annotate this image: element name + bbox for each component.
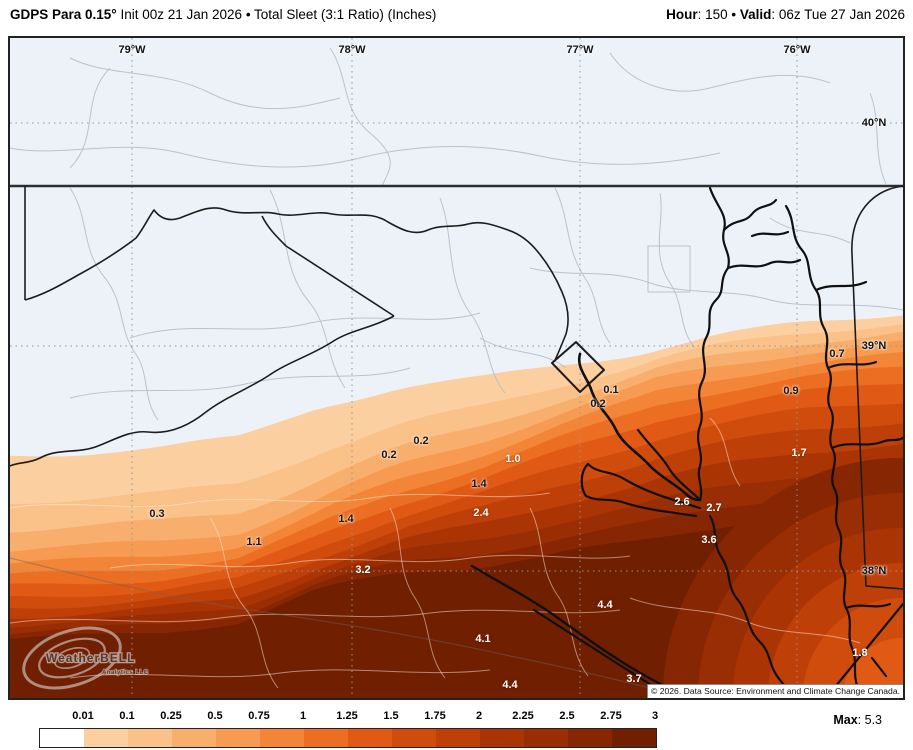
colorbar-tick: 2.25 <box>512 710 534 722</box>
colorbar-segment <box>612 729 656 747</box>
svg-text:Analytics LLC: Analytics LLC <box>102 670 149 676</box>
colorbar-tick: 0.25 <box>160 710 182 722</box>
colorbar-segment <box>480 729 524 747</box>
map-title: GDPS Para 0.15° Init 00z 21 Jan 2026 • T… <box>10 7 436 22</box>
longitude-label: 78°W <box>338 44 366 56</box>
colorbar-segment <box>128 729 172 747</box>
colorbar-segment <box>568 729 612 747</box>
valid-value: : 06z Tue 27 Jan 2026 <box>771 7 905 22</box>
colorbar-tick: 2 <box>475 710 483 722</box>
max-label: Max <box>833 713 858 727</box>
model-name: GDPS Para 0.15° <box>10 7 117 22</box>
max-value-readout: Max: 5.3 <box>833 713 882 727</box>
weatherbell-watermark: WeatherBELL Analytics LLC <box>22 626 149 690</box>
colorbar-tick: 0.5 <box>207 710 223 722</box>
valid-label: Valid <box>739 7 772 22</box>
colorbar-segment <box>84 729 128 747</box>
model-run-info: Init 00z 21 Jan 2026 • Total Sleet (3:1 … <box>116 7 437 22</box>
county-lines-north <box>10 47 903 421</box>
colorbar-segment <box>216 729 260 747</box>
longitude-label: 79°W <box>118 44 146 56</box>
latitude-label: 40°N <box>861 117 887 129</box>
colorbar-tick: 1.75 <box>424 710 446 722</box>
latitude-label: 39°N <box>861 340 887 352</box>
graticule <box>10 38 903 698</box>
colorbar-tick: 2.5 <box>559 710 575 722</box>
forecast-map: WeatherBELL Analytics LLC 79°W 78°W 77°W 76… <box>8 36 905 700</box>
header-bar: GDPS Para 0.15° Init 00z 21 Jan 2026 • T… <box>10 7 905 31</box>
colorbar-segment <box>392 729 436 747</box>
colorbar-segment <box>260 729 304 747</box>
colorbar-segment <box>40 729 84 747</box>
valid-time-info: Hour: 150 • Valid: 06z Tue 27 Jan 2026 <box>666 7 905 22</box>
colorbar-tick: 1 <box>299 710 307 722</box>
colorbar-tick: 0.75 <box>248 710 270 722</box>
hour-label: Hour <box>666 7 698 22</box>
svg-text:WeatherBELL: WeatherBELL <box>46 651 135 665</box>
map-canvas: WeatherBELL Analytics LLC <box>10 38 903 698</box>
max-value: : 5.3 <box>857 713 882 727</box>
copyright-notice: © 2026. Data Source: Environment and Cli… <box>646 684 903 698</box>
hour-value: : 150 • <box>697 7 740 22</box>
delaware-arc-border <box>851 185 903 255</box>
colorbar-tick: 1.5 <box>383 710 399 722</box>
water-features <box>470 186 903 698</box>
dc-boundary <box>551 341 605 393</box>
colorbar-tick: 0.01 <box>72 710 94 722</box>
latitude-label: 38°N <box>861 565 887 577</box>
colorbar-tick: 1.25 <box>336 710 358 722</box>
colorbar-tick: 3 <box>651 710 659 722</box>
county-lines-south <box>10 417 861 689</box>
colorbar-tick: 0.1 <box>119 710 135 722</box>
colorbar-segment <box>172 729 216 747</box>
state-borders <box>10 184 903 590</box>
colorbar-segment <box>524 729 568 747</box>
colorbar-tick: 2.75 <box>600 710 622 722</box>
legend: 0.01 0.1 0.25 0.5 0.75 1 1.25 1.5 1.75 2 2.25 2.5 2.… <box>0 705 913 750</box>
colorbar-segment <box>348 729 392 747</box>
colorbar-segment <box>304 729 348 747</box>
colorbar <box>39 728 657 748</box>
longitude-label: 77°W <box>566 44 594 56</box>
road-line <box>10 557 691 698</box>
colorbar-segment <box>436 729 480 747</box>
longitude-label: 76°W <box>783 44 811 56</box>
